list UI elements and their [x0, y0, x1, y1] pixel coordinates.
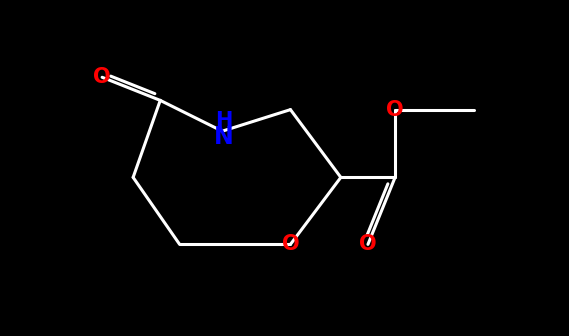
Text: O: O	[93, 67, 111, 87]
Text: N: N	[214, 125, 234, 149]
Text: O: O	[359, 235, 377, 254]
Text: O: O	[386, 99, 404, 120]
Text: H: H	[215, 111, 233, 131]
Text: O: O	[282, 235, 299, 254]
